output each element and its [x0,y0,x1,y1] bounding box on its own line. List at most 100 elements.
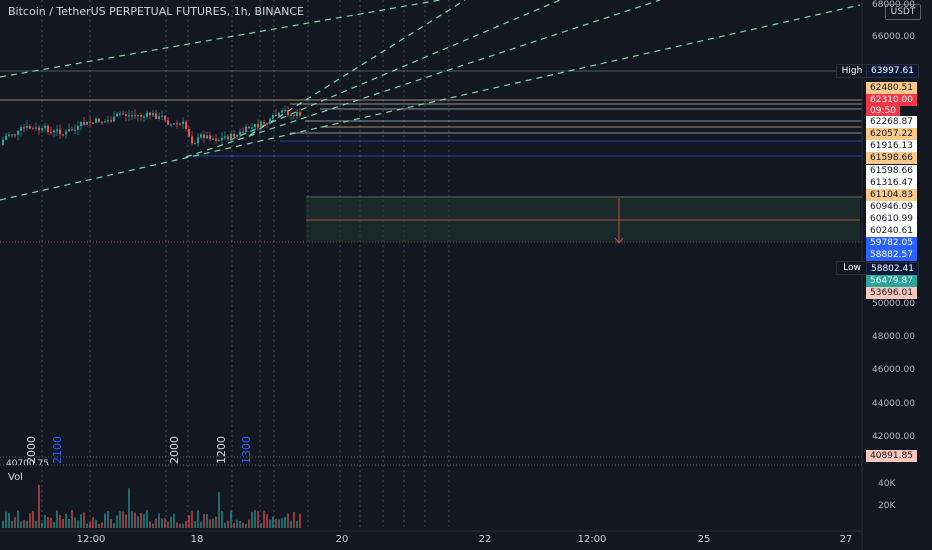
volume-bar [224,522,226,528]
price-tag-blue: 59782.05 [866,237,917,249]
volume-bar [119,511,121,528]
candle-body [185,121,187,130]
volume-bar [113,523,115,528]
candle-body [260,122,262,128]
volume-bar [95,519,97,528]
level-annotation: 2100 [51,436,64,464]
volume-bar [125,514,127,528]
volume-bar [86,523,88,528]
candle-body [215,138,217,141]
volume-bar [32,511,34,528]
volume-bar [137,516,139,528]
candle-body [125,114,127,116]
candle-body [176,123,178,125]
candle-body [290,114,292,116]
candle-body [284,110,286,112]
candle-body [242,131,244,133]
candle-body [206,135,208,139]
volume-bar [287,513,289,528]
price-tick: 44000.00 [872,399,915,409]
candle-body [239,131,241,135]
volume-bar [134,512,136,528]
volume-bar [122,511,124,528]
volume-bar [80,514,82,528]
candle-body [20,127,22,131]
candle-body [65,131,67,135]
trend-line [0,0,441,78]
volume-bar [74,517,76,528]
volume-bar [110,518,112,528]
candle-body [47,125,49,133]
candle-body [14,134,16,136]
candle-body [89,121,91,123]
price-tag-blue: 58882.57 [866,249,917,261]
volume-series [2,484,301,528]
candle-body [203,134,205,139]
candle-body [80,122,82,127]
volume-bar [272,516,274,528]
volume-bar [23,520,25,528]
volume-bar [284,516,286,528]
volume-bar [56,510,58,528]
candle-body [53,130,55,133]
candle-body [248,126,250,129]
level-annotation: 1300 [240,436,253,464]
time-tick: 12:00 [577,534,607,545]
candle-body [200,134,202,138]
volume-bar [236,519,238,528]
volume-bar [62,518,64,528]
price-tag-low: 58802.41 [866,262,919,276]
volume-bar [152,523,154,528]
volume-bar [155,518,157,528]
volume-tick: 20K [878,501,896,511]
candle-body [167,120,169,125]
candle-body [188,129,190,137]
candle-body [35,127,37,129]
volume-bar [77,520,79,528]
currency-badge[interactable]: USDT [885,4,921,20]
volume-bar [266,514,268,528]
price-tag: 60610.99 [866,213,917,225]
volume-bar [215,516,217,528]
level-annotation: 1200 [215,436,228,464]
volume-bar [92,517,94,528]
volume-bar [11,520,13,528]
volume-bar [212,518,214,528]
short-position-zone[interactable] [306,196,860,244]
candle-body [140,115,142,117]
candle-body [122,113,124,115]
volume-bar [29,513,31,528]
symbol-title[interactable]: Bitcoin / TetherUS PERPETUAL FUTURES, 1h… [8,5,304,18]
candle-body [149,112,151,116]
volume-bar [161,518,163,528]
candle-body [251,127,253,129]
candle-body [29,126,31,129]
volume-bar [104,513,106,528]
candle-body [296,112,298,117]
time-tick: 22 [478,534,492,545]
candle-body [230,133,232,140]
price-tick: 50000.00 [872,299,915,309]
candle-body [254,123,256,128]
volume-bar [47,517,49,528]
volume-bar [182,523,184,528]
volume-bar [131,511,133,528]
candle-body [17,130,19,135]
volume-bar [50,517,52,528]
last-price-tag: 62310.00 [866,94,917,106]
candle-body [224,136,226,138]
volume-bar [59,515,61,528]
candle-body [143,116,145,118]
volume-bar [227,520,229,528]
candle-body [5,135,7,140]
candle-body [278,112,280,117]
volume-bar [194,521,196,528]
candle-body [173,123,175,125]
candle-body [194,143,196,145]
volume-bar [179,523,181,528]
candle-body [191,136,193,144]
candle-body [170,124,172,126]
price-tag: 62480.51 [866,82,917,94]
candle-body [263,122,265,124]
